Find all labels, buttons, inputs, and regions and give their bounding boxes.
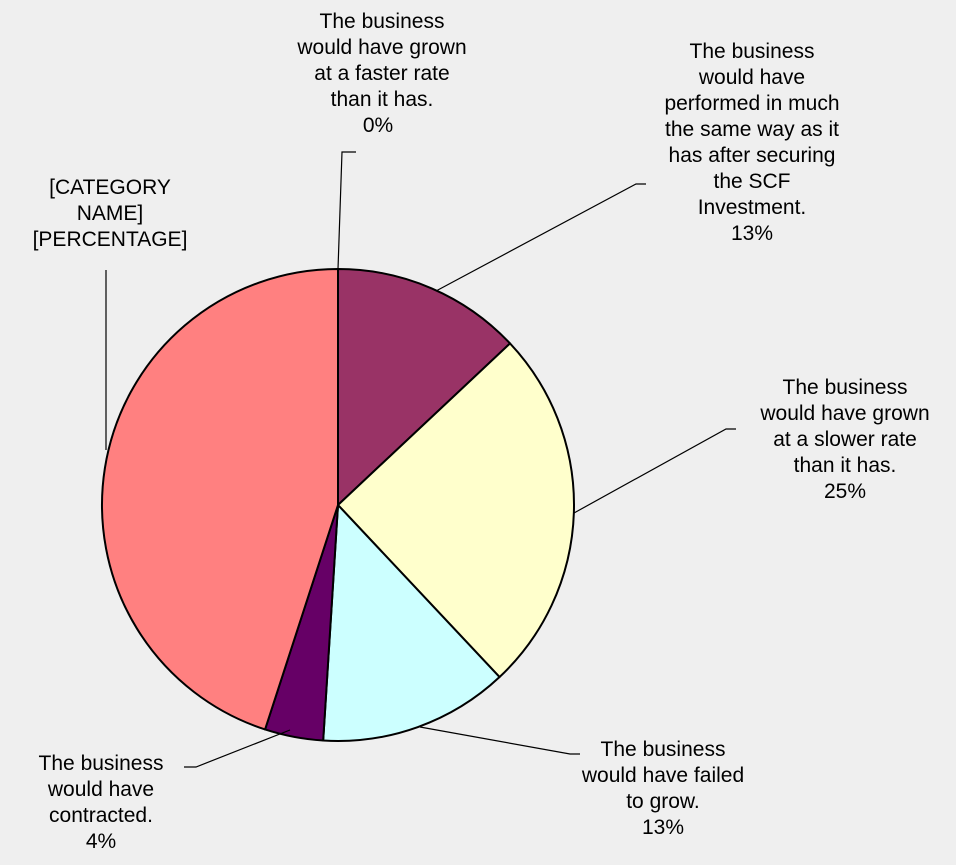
slice-value-label-6: [PERCENTAGE]	[33, 228, 188, 251]
slice-label-5: The business would have contracted. 4%	[39, 752, 164, 853]
slice-label-4: The business would have failed to grow. 13%	[581, 738, 744, 839]
slice-label-3: The business would have grown at a slower …	[759, 376, 929, 503]
leader-line-2	[435, 183, 646, 292]
slice-value-label-4: 13%	[642, 816, 684, 839]
slice-label-2: The business would have performed in much t…	[664, 40, 839, 245]
pie-slice-6	[101, 268, 339, 731]
pie-slice-2	[337, 268, 512, 506]
leader-line-1	[337, 151, 356, 270]
slice-label-1: The business would have grown at a faster …	[296, 10, 466, 137]
slice-value-label-5: 4%	[86, 830, 116, 853]
slice-value-label-1: 0%	[363, 114, 393, 137]
pie-slice-3	[337, 342, 575, 679]
pie-slice-4	[322, 504, 501, 742]
slice-value-label-2: 13%	[731, 222, 773, 245]
leader-line-5	[184, 729, 291, 768]
leader-line-3	[573, 428, 736, 514]
leader-line-4	[419, 726, 580, 755]
slice-label-6: [CATEGORY NAME] [PERCENTAGE]	[33, 176, 188, 251]
slice-value-label-3: 25%	[824, 480, 866, 503]
